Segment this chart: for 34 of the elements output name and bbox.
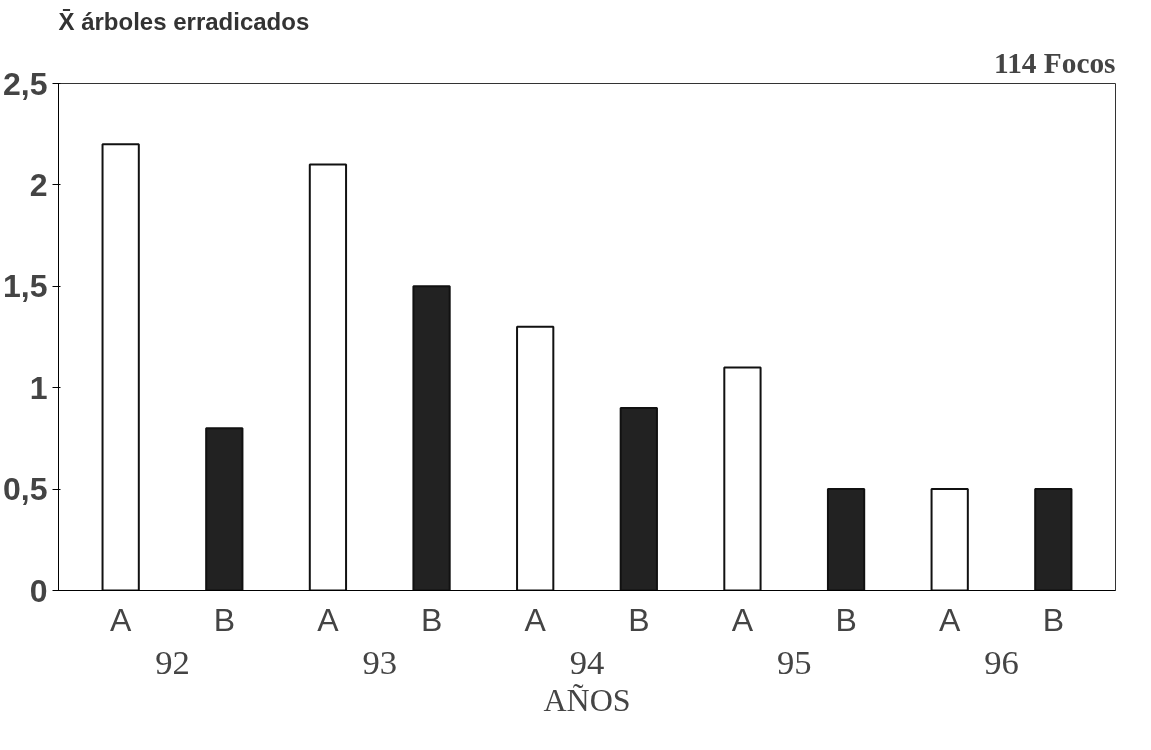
x-tick-label: B — [835, 601, 857, 638]
x-tick-label: A — [939, 601, 962, 638]
y-tick-label: 0,5 — [3, 471, 48, 508]
y-tick-label: 2,5 — [3, 65, 48, 102]
x-tick-label: A — [731, 601, 754, 638]
y-axis-title: X̄ árboles erradicados — [58, 7, 310, 35]
bar — [930, 488, 969, 591]
chart-title: 114 Focos — [994, 46, 1116, 79]
x-tick-label: A — [524, 601, 547, 638]
x-tick-label: B — [1042, 601, 1064, 638]
bar — [516, 325, 555, 591]
bar — [1034, 488, 1073, 591]
x-tick-label: B — [420, 601, 443, 638]
text: 93 — [362, 642, 398, 681]
bar — [826, 488, 866, 591]
bar — [412, 285, 451, 591]
x-tick-label: B — [628, 601, 650, 638]
bar — [101, 143, 140, 591]
bar — [723, 366, 762, 591]
y-tick-label: 0 — [29, 572, 48, 609]
x-tick-label: B — [213, 601, 235, 638]
bar — [205, 427, 244, 591]
x-axis-title: AÑOS — [543, 681, 631, 718]
text: 92 — [155, 642, 190, 681]
y-tick-label: 2 — [29, 166, 48, 203]
bar — [619, 406, 658, 591]
text: 95 — [776, 642, 812, 681]
bar — [308, 163, 348, 591]
y-tick-label: 1,5 — [3, 268, 48, 305]
x-tick-label: A — [317, 601, 340, 638]
text: 94 — [569, 642, 605, 681]
x-tick-label: A — [110, 601, 132, 638]
y-tick-label: 1 — [29, 369, 48, 406]
text: 96 — [984, 642, 1019, 681]
